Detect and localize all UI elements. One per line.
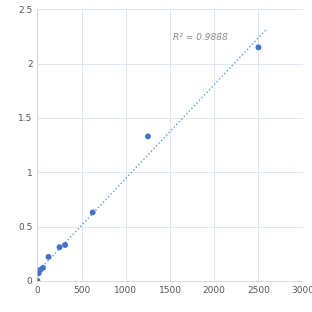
Point: [145, 134, 150, 139]
Point: [38, 267, 43, 272]
Point: [41, 265, 46, 270]
Point: [256, 45, 261, 50]
Point: [46, 254, 51, 259]
Text: R² = 0.9888: R² = 0.9888: [173, 33, 227, 42]
Point: [36, 271, 41, 276]
Point: [63, 242, 68, 247]
Point: [35, 278, 40, 283]
Point: [90, 210, 95, 215]
Point: [57, 245, 62, 250]
